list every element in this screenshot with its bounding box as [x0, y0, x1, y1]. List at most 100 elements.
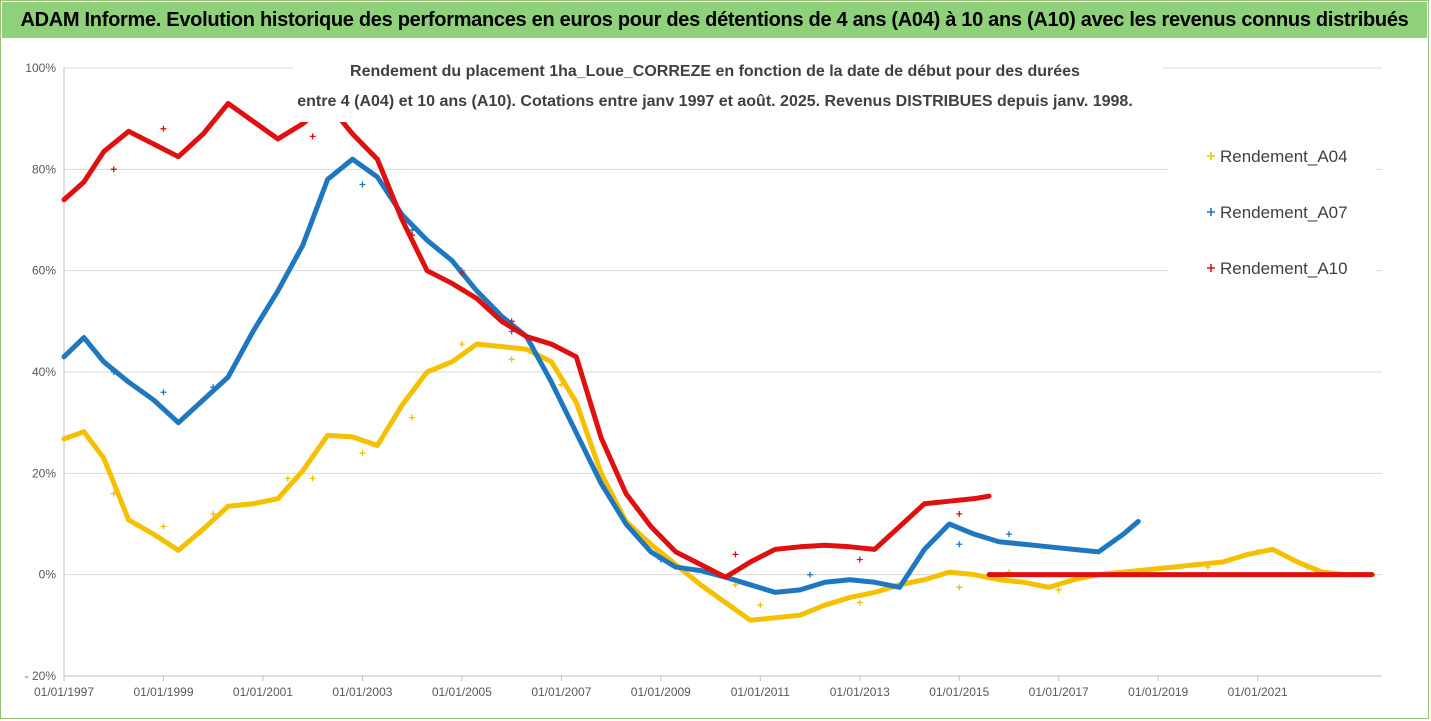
data-point: [1072, 578, 1075, 581]
x-tick-label: 01/01/2009: [631, 685, 691, 699]
data-point: [699, 569, 702, 572]
data-point: [948, 570, 951, 574]
data-point: [500, 345, 503, 348]
y-tick-label: 100%: [25, 61, 56, 75]
series-Rendement_A04: [61, 341, 1375, 623]
data-point: [798, 614, 802, 617]
data-point: [401, 403, 404, 407]
data-point: [972, 532, 976, 536]
data-point: [774, 591, 777, 594]
data-point: [1221, 560, 1225, 564]
outlier-point: [359, 450, 366, 457]
outlier-point: [732, 551, 739, 558]
data-point: [276, 497, 280, 500]
data-point: [823, 603, 827, 607]
data-point: [276, 289, 280, 293]
data-point: [401, 218, 404, 222]
data-point: [102, 360, 105, 364]
series-line: [61, 341, 1375, 623]
data-point: [251, 330, 255, 333]
outlier-point: [1055, 586, 1062, 593]
data-point: [177, 155, 180, 158]
data-point: [62, 198, 66, 201]
legend-item: Rendement_A04: [1207, 147, 1348, 166]
series-Rendement_A07: [61, 156, 1141, 595]
x-tick-label: 01/01/2001: [233, 685, 293, 699]
data-point: [127, 380, 130, 384]
data-point: [749, 583, 752, 586]
data-point: [475, 297, 479, 300]
x-tick-label: 01/01/2007: [531, 685, 591, 699]
data-point: [376, 175, 379, 179]
outlier-point: [359, 141, 366, 147]
data-point: [972, 573, 976, 576]
data-point: [152, 142, 155, 146]
legend-box: [1168, 128, 1376, 296]
legend-label: Rendement_A10: [1220, 259, 1348, 278]
data-point: [575, 431, 578, 434]
data-point: [848, 596, 852, 599]
performance-chart: - 20%0%20%40%60%80%100% 01/01/1997 01/01/…: [25, 52, 1382, 699]
data-point: [798, 588, 802, 592]
data-point: [450, 360, 454, 364]
data-point: [425, 269, 429, 272]
data-point: [1022, 543, 1026, 546]
legend-label: Rendement_A04: [1220, 147, 1348, 166]
outlier-point: [110, 166, 117, 173]
data-point: [82, 180, 86, 184]
data-point: [1171, 565, 1175, 569]
outlier-point: [458, 341, 465, 348]
data-point: [376, 444, 379, 447]
data-point: [848, 545, 852, 548]
data-point: [1246, 553, 1249, 556]
data-point: [649, 550, 653, 554]
data-point: [649, 543, 653, 546]
data-point: [301, 469, 304, 472]
data-point: [798, 545, 802, 548]
data-point: [1047, 545, 1050, 548]
data-point: [724, 601, 727, 604]
y-tick-label: 20%: [32, 466, 56, 480]
outlier-point: [508, 318, 515, 325]
data-point: [948, 522, 951, 526]
y-tick-label: 0%: [39, 568, 57, 582]
data-point: [251, 502, 255, 505]
y-tick-labels: - 20% 0% 20% 40% 60% 80% 100%: [25, 61, 57, 683]
legend: Rendement_A04 Rendement_A07 Rendement_A10: [1207, 147, 1348, 278]
x-tick-label: 01/01/2017: [1029, 685, 1089, 699]
outlier-point: [210, 384, 217, 391]
data-point: [326, 178, 329, 181]
data-point: [351, 158, 354, 161]
data-point: [575, 401, 578, 404]
data-point: [923, 578, 926, 581]
data-point: [674, 565, 677, 569]
data-point: [525, 335, 528, 338]
data-point: [873, 548, 876, 551]
data-point: [699, 583, 702, 586]
data-point: [624, 522, 628, 526]
data-point: [226, 102, 230, 105]
data-point: [376, 158, 379, 161]
data-point: [724, 576, 727, 579]
data-point: [749, 560, 752, 564]
outlier-point: [409, 232, 416, 239]
data-point: [599, 482, 603, 485]
x-tick-label: 01/01/1999: [133, 685, 193, 699]
data-point: [948, 500, 951, 503]
data-point: [1122, 532, 1125, 536]
outlier-point: [359, 181, 366, 188]
data-point: [177, 549, 180, 552]
data-point: [1137, 520, 1140, 523]
data-point: [301, 244, 304, 247]
data-point: [450, 282, 454, 285]
data-point: [82, 430, 86, 433]
data-point: [599, 436, 603, 440]
data-point: [674, 550, 677, 554]
data-point: [62, 355, 66, 358]
outlier-point: [409, 414, 416, 421]
data-point: [202, 527, 205, 531]
data-point: [82, 336, 86, 339]
outlier-point: [110, 490, 117, 497]
data-point: [425, 370, 429, 374]
